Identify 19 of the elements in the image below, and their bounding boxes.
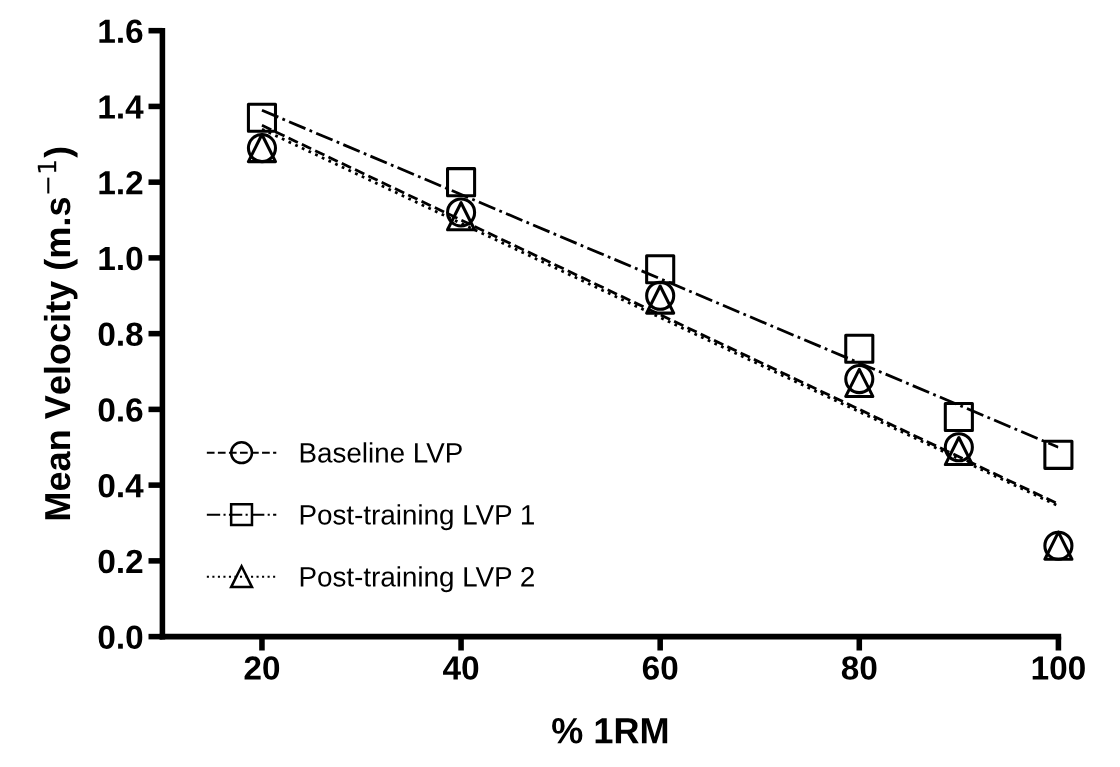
- legend-label: Post-training LVP 1: [300, 504, 534, 531]
- x-tick-label: 100: [1032, 656, 1085, 680]
- legend-label: Baseline LVP: [300, 442, 462, 463]
- y-tick-label: 1.0: [99, 246, 143, 271]
- x-tick-label: 20: [244, 656, 280, 680]
- x-tick-label: 40: [443, 656, 479, 680]
- y-tick-label: 1.4: [99, 95, 144, 119]
- y-tick-label: 0.0: [98, 625, 143, 650]
- y-axis-title: Mean Velocity (m.s$^{−1}$): [37, 147, 78, 520]
- legend-label: Post-training LVP 2: [300, 566, 534, 593]
- y-tick-label: 1.6: [99, 19, 143, 44]
- y-tick-label: 1.2: [99, 170, 143, 195]
- x-tick-label: 80: [841, 656, 877, 680]
- x-axis-title: % 1RM: [552, 718, 668, 744]
- x-tick-label: 60: [642, 656, 678, 680]
- y-tick-label: 0.2: [98, 549, 143, 574]
- y-tick-label: 0.8: [98, 322, 143, 347]
- y-tick-label: 0.6: [98, 398, 143, 422]
- y-tick-label: 0.4: [98, 473, 144, 498]
